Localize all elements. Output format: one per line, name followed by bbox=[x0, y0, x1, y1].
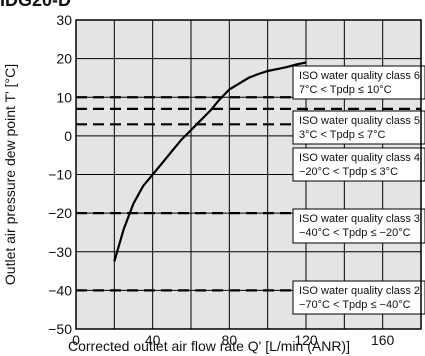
y-tick-label: −30 bbox=[48, 244, 72, 260]
x-tick-label: 160 bbox=[371, 332, 395, 348]
x-tick-label: 120 bbox=[294, 332, 318, 348]
class-annotation-boxes: ISO water quality class 6 7°C < Tpdp ≤ 10… bbox=[292, 65, 425, 315]
x-tick-label: 40 bbox=[145, 332, 161, 348]
x-tick-labels: 0 40 80 120 160 bbox=[72, 332, 394, 348]
annotation-line-1: ISO water quality class 4 bbox=[299, 152, 420, 164]
y-tick-label: 30 bbox=[56, 12, 72, 28]
annotation-line-1: ISO water quality class 2 bbox=[299, 285, 420, 297]
annotation-line-2: 7°C < Tpdp ≤ 10°C bbox=[299, 84, 392, 96]
y-tick-label: −20 bbox=[48, 205, 72, 221]
annotation-line-2: −40°C < Tpdp ≤ −20°C bbox=[299, 227, 411, 239]
annotation-line-2: 3°C < Tpdp ≤ 7°C bbox=[299, 129, 386, 141]
class-boundary-lines bbox=[76, 96, 421, 292]
annotation-line-2: −70°C < Tpdp ≤ −40°C bbox=[299, 299, 411, 311]
x-tick-label: 80 bbox=[222, 332, 238, 348]
plot-frame bbox=[75, 19, 422, 330]
x-axis-label: Corrected outlet air flow rate Q' [L/min… bbox=[68, 338, 350, 354]
y-tick-label: −40 bbox=[48, 282, 72, 298]
model-title: IDG20-D bbox=[0, 0, 72, 10]
y-tick-label: 20 bbox=[56, 51, 72, 67]
y-tick-label: −50 bbox=[48, 321, 72, 337]
dew-point-curve bbox=[113, 61, 307, 262]
class-annotation: ISO water quality class 5 3°C < Tpdp ≤ 7°… bbox=[292, 110, 425, 145]
class-annotation: ISO water quality class 6 7°C < Tpdp ≤ 10… bbox=[292, 65, 425, 100]
annotation-box bbox=[292, 280, 425, 315]
x-tick-label: 0 bbox=[72, 332, 80, 348]
annotation-box bbox=[292, 208, 425, 244]
class-annotation: ISO water quality class 3 −40°C < Tpdp ≤ … bbox=[292, 208, 425, 244]
annotation-box bbox=[292, 110, 425, 145]
annotation-line-1: ISO water quality class 6 bbox=[299, 70, 420, 82]
y-tick-label: 10 bbox=[56, 89, 72, 105]
annotation-line-2: −20°C < Tpdp ≤ 3°C bbox=[299, 166, 398, 178]
annotation-line-1: ISO water quality class 5 bbox=[299, 115, 420, 127]
annotation-box bbox=[292, 147, 425, 182]
y-tick-label: 0 bbox=[64, 128, 72, 144]
y-tick-label: −10 bbox=[48, 167, 72, 183]
annotation-line-1: ISO water quality class 3 bbox=[299, 213, 420, 225]
y-tick-labels: 30 20 10 0 −10 −20 −30 −40 −50 bbox=[48, 12, 72, 337]
y-axis-label: Outlet air pressure dew point T' [°C] bbox=[2, 64, 18, 285]
annotation-box bbox=[292, 65, 425, 100]
class-annotation: ISO water quality class 2 −70°C < Tpdp ≤ … bbox=[292, 280, 425, 315]
class-annotation: ISO water quality class 4 −20°C < Tpdp ≤ … bbox=[292, 147, 425, 182]
